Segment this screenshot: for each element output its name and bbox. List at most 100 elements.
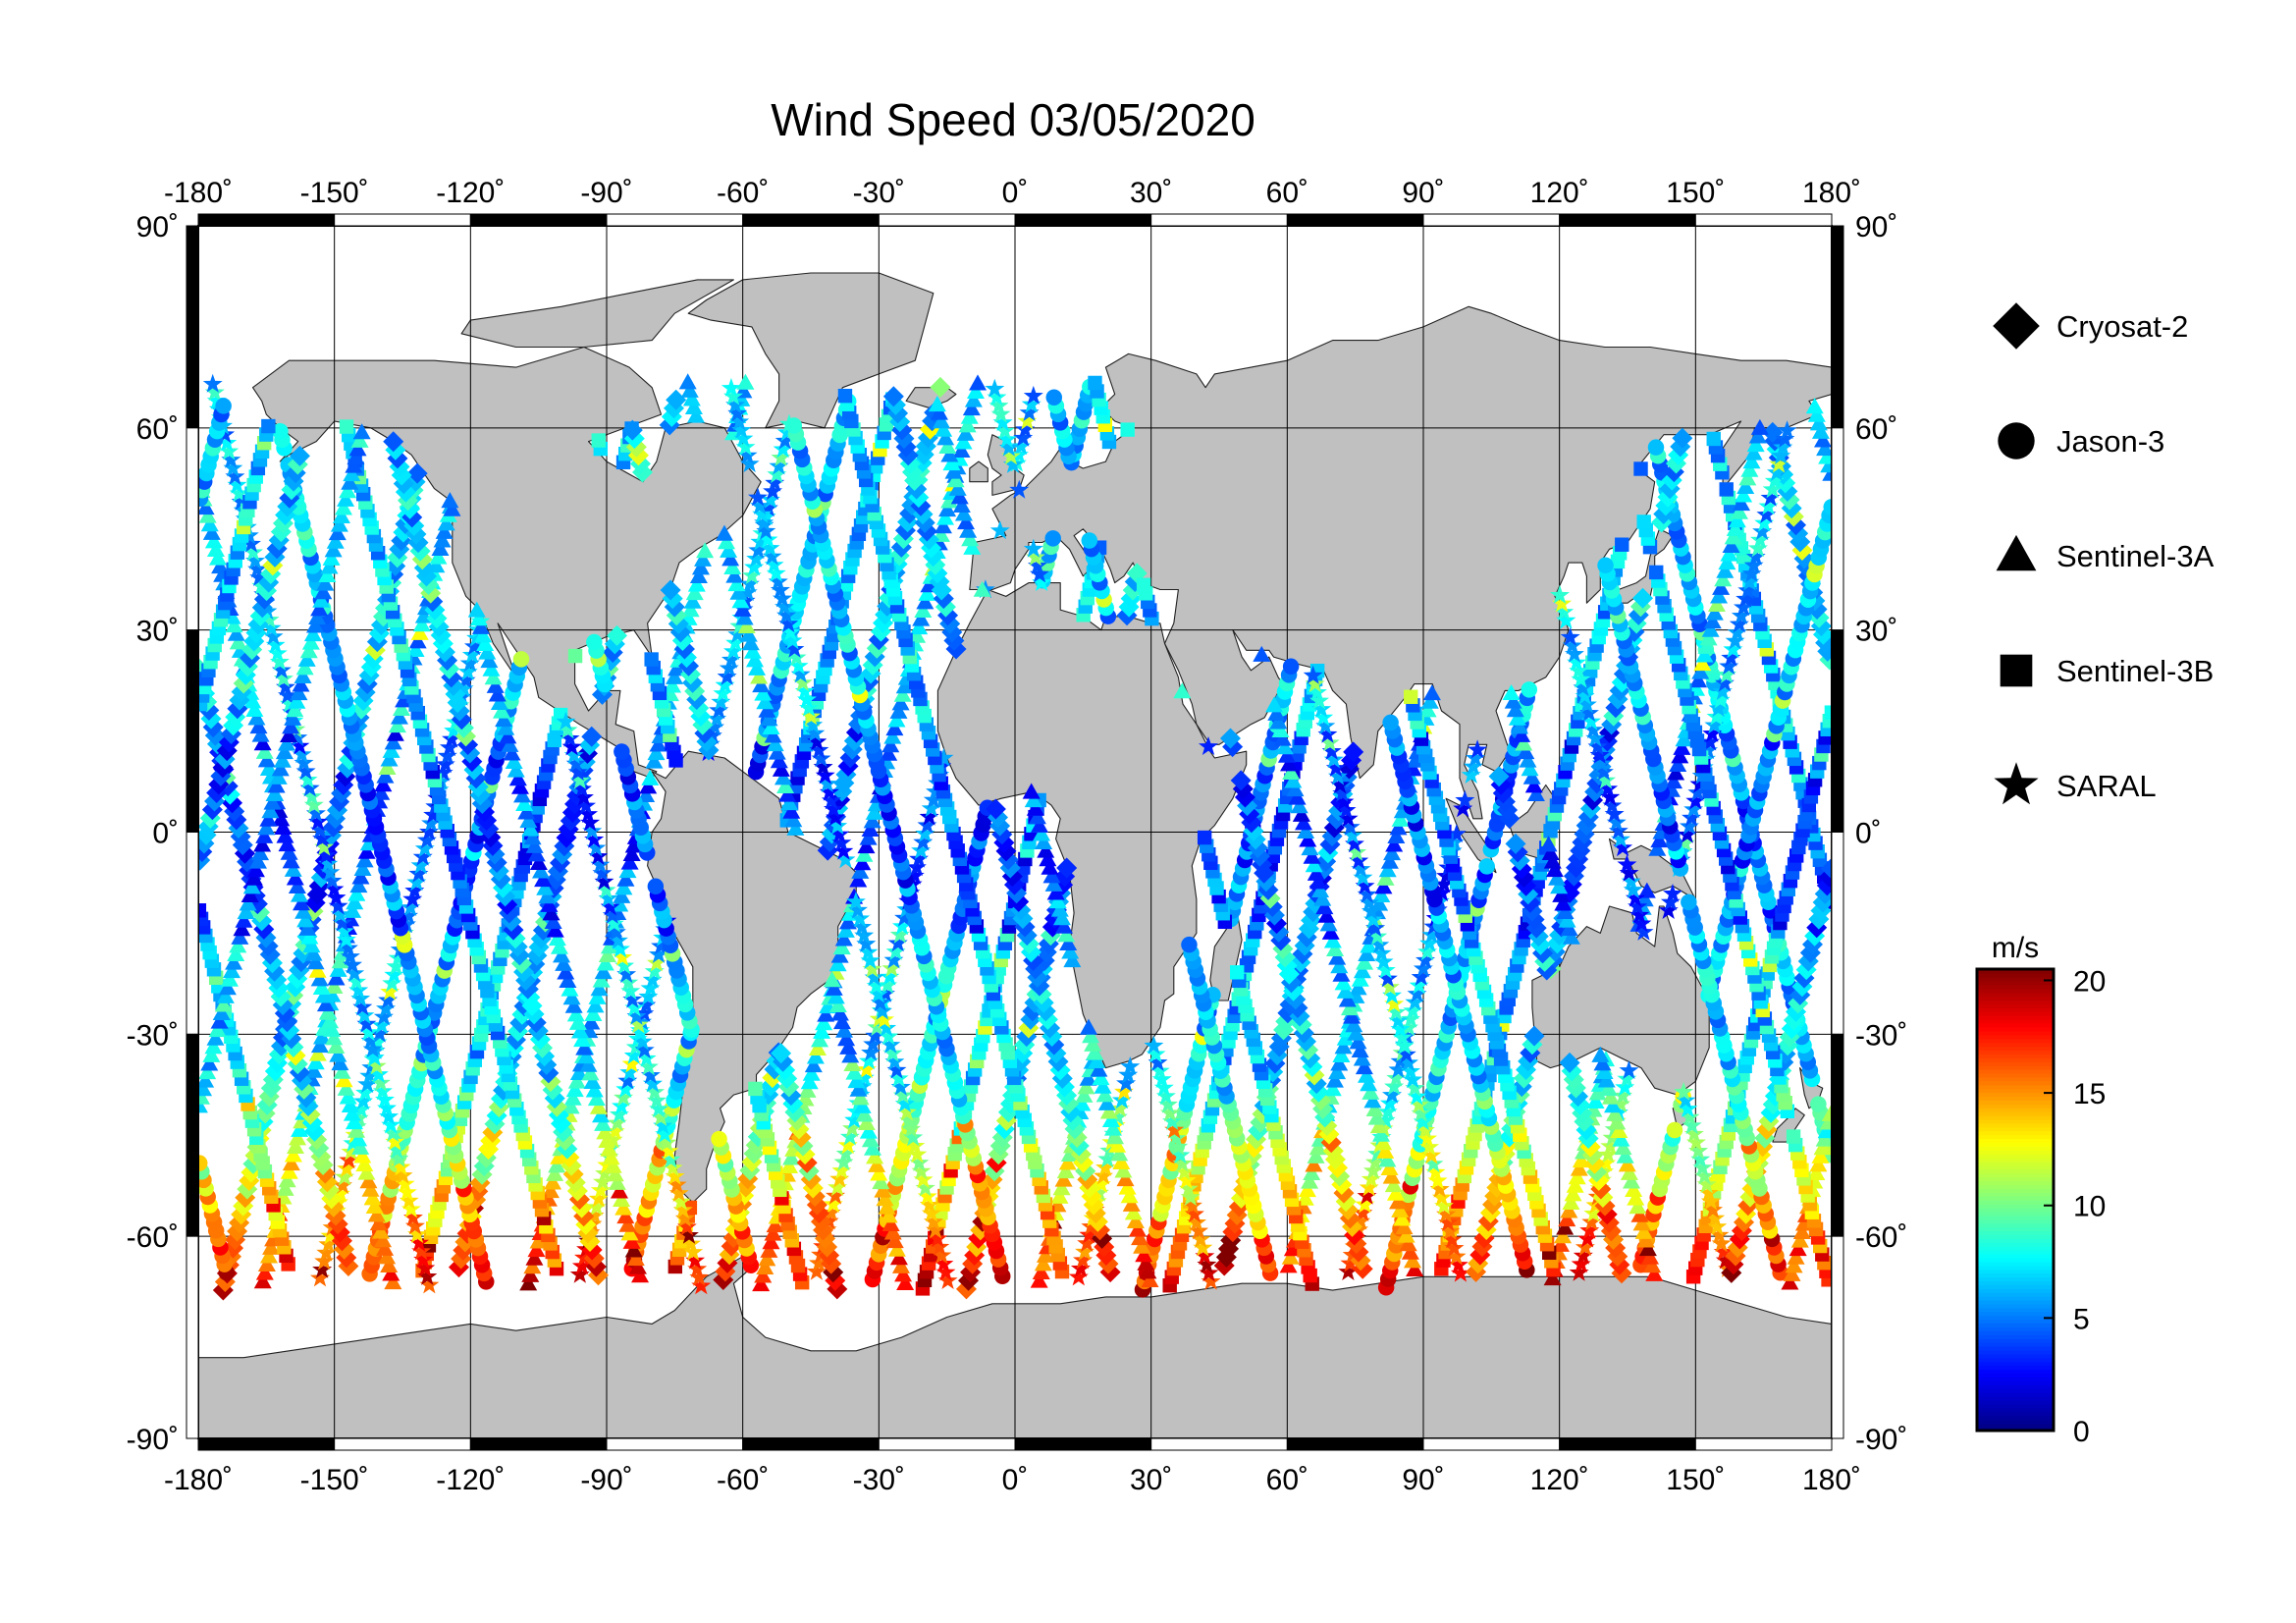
satellite-tracks bbox=[198, 373, 1832, 1301]
track-point bbox=[655, 1123, 675, 1143]
track-point bbox=[570, 1022, 589, 1039]
track-point bbox=[592, 971, 611, 988]
track-point bbox=[1144, 1035, 1164, 1055]
track-point bbox=[645, 1082, 665, 1101]
track-point bbox=[1649, 565, 1664, 580]
track-point bbox=[1315, 898, 1334, 915]
track-point bbox=[1050, 1187, 1069, 1204]
track-point bbox=[1001, 866, 1023, 888]
track-point bbox=[1351, 970, 1369, 987]
track-point bbox=[395, 1173, 415, 1193]
track-point bbox=[335, 1166, 355, 1186]
track-point bbox=[754, 1267, 773, 1283]
track-point bbox=[1386, 1184, 1405, 1201]
track-point bbox=[501, 911, 522, 933]
track-point bbox=[763, 481, 782, 501]
track-point bbox=[1604, 803, 1625, 823]
track-point bbox=[1396, 1044, 1416, 1063]
track-point bbox=[557, 963, 575, 980]
track-point bbox=[1461, 765, 1481, 784]
track-point bbox=[1325, 758, 1346, 777]
track-point bbox=[1419, 1136, 1440, 1156]
track-point bbox=[1446, 824, 1467, 843]
track-point bbox=[349, 1130, 368, 1147]
track-point bbox=[1199, 736, 1218, 755]
track-point bbox=[800, 1073, 819, 1090]
track-point bbox=[637, 785, 656, 802]
track-point bbox=[762, 718, 780, 734]
frame-segment-top bbox=[469, 213, 608, 227]
track-point bbox=[454, 678, 474, 698]
track-point bbox=[1442, 1229, 1463, 1249]
track-point bbox=[1606, 812, 1627, 832]
track-point bbox=[586, 997, 605, 1013]
track-point bbox=[373, 1006, 394, 1026]
track-point bbox=[823, 971, 841, 988]
track-point bbox=[1336, 799, 1357, 819]
track-point bbox=[684, 399, 703, 415]
track-point bbox=[1201, 1271, 1221, 1290]
track-point bbox=[1351, 858, 1371, 878]
track-point bbox=[1025, 547, 1045, 567]
track-point bbox=[399, 1190, 419, 1210]
track-point bbox=[1023, 385, 1043, 405]
track-point bbox=[1551, 1235, 1570, 1252]
track-point bbox=[295, 761, 316, 781]
track-point bbox=[1392, 1027, 1413, 1047]
track-point bbox=[1617, 854, 1637, 874]
track-point bbox=[989, 520, 1010, 540]
track-point bbox=[756, 506, 776, 525]
track-point bbox=[647, 878, 665, 895]
track-point bbox=[495, 886, 516, 907]
track-point bbox=[1303, 665, 1323, 684]
track-point bbox=[1601, 1088, 1620, 1105]
track-point bbox=[1617, 1068, 1637, 1088]
track-point bbox=[780, 1158, 799, 1174]
track-point bbox=[621, 1054, 642, 1073]
track-point bbox=[1126, 1212, 1145, 1228]
track-point bbox=[294, 752, 314, 772]
track-point bbox=[544, 912, 562, 930]
track-point bbox=[841, 1047, 860, 1063]
track-point bbox=[1111, 1090, 1132, 1109]
track-point bbox=[284, 1146, 302, 1163]
track-point bbox=[305, 803, 326, 823]
track-point bbox=[1023, 538, 1043, 558]
track-point bbox=[417, 1266, 438, 1285]
track-point bbox=[1355, 1194, 1375, 1214]
track-point bbox=[1034, 1255, 1052, 1271]
track-point bbox=[323, 1020, 342, 1037]
track-point bbox=[249, 718, 268, 734]
track-point bbox=[219, 441, 240, 460]
track-point bbox=[1386, 1067, 1407, 1087]
track-point bbox=[1365, 1100, 1384, 1116]
track-point bbox=[894, 907, 915, 927]
track-point bbox=[986, 1152, 1007, 1173]
track-point bbox=[715, 524, 733, 541]
track-point bbox=[1303, 1163, 1321, 1181]
track-point bbox=[748, 1081, 763, 1097]
track-point bbox=[739, 573, 760, 593]
track-point bbox=[1541, 843, 1560, 860]
track-point bbox=[657, 1132, 677, 1152]
track-point bbox=[860, 950, 881, 970]
track-point bbox=[1647, 439, 1665, 456]
track-point bbox=[255, 742, 274, 759]
track-point bbox=[581, 726, 603, 747]
track-point bbox=[1405, 1077, 1425, 1097]
track-point bbox=[582, 1013, 601, 1030]
track-point bbox=[229, 633, 247, 650]
track-point bbox=[1725, 630, 1745, 650]
track-point bbox=[1101, 1111, 1120, 1128]
track-point bbox=[1716, 562, 1735, 578]
track-point bbox=[806, 1048, 825, 1064]
track-point bbox=[301, 786, 322, 805]
track-point bbox=[1022, 783, 1041, 799]
track-point bbox=[996, 429, 1017, 449]
track-point bbox=[1446, 1246, 1467, 1266]
track-point bbox=[644, 652, 659, 667]
track-point bbox=[1294, 814, 1312, 831]
track-point bbox=[604, 913, 624, 933]
track-point bbox=[480, 652, 499, 669]
